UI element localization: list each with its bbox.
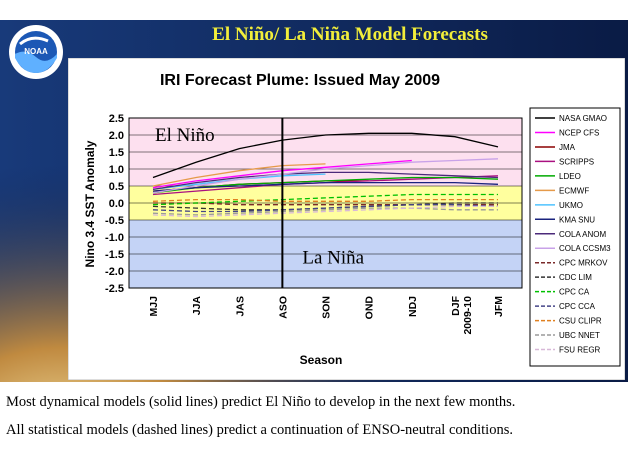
y-tick-label: -1.5: [105, 249, 124, 261]
legend-entry: ECMWF: [559, 186, 589, 195]
legend-entry: COLA ANOM: [559, 230, 606, 239]
series-line: [152, 205, 498, 218]
y-tick-label: 1.5: [109, 147, 124, 159]
legend-entry: SCRIPPS: [559, 157, 594, 166]
series-line: [152, 171, 499, 191]
y-axis-label: Nino 3.4 SST Anomaly: [83, 140, 97, 267]
slide-title: El Niño/ La Niña Model Forecasts: [212, 24, 488, 45]
noaa-logo-text: NOAA: [24, 47, 48, 56]
x-tick-label: ASO: [277, 296, 289, 319]
y-tick-label: -2.0: [105, 266, 124, 278]
legend-entry: JMA: [559, 143, 576, 152]
y-tick-label: 0.5: [109, 181, 124, 193]
x-axis-label: Season: [300, 353, 343, 367]
y-tick-label: 2.0: [109, 130, 124, 142]
chart-title: IRI Forecast Plume: Issued May 2009: [160, 72, 440, 89]
y-tick-label: -2.5: [105, 283, 124, 295]
legend-box: [529, 107, 621, 367]
series-line: [152, 158, 499, 194]
legend-entry: FSU REGR: [559, 346, 601, 355]
x-tick-label: JJA: [191, 296, 203, 316]
x-tick-label: MJJ: [148, 296, 160, 317]
chart-panel: IRI Forecast Plume: Issued May 2009 2.5 2…: [68, 58, 625, 380]
series-line: [152, 193, 498, 206]
legend-entry: CPC MRKOV: [559, 259, 608, 268]
legend-entry: NCEP CFS: [559, 128, 599, 137]
legend-entry: KMA SNU: [559, 215, 595, 224]
legend-entry: CPC CA: [559, 288, 590, 297]
x-tick-label: NDJ: [407, 296, 419, 317]
el-nino-label: El Niño: [155, 125, 215, 146]
x-tick-label: OND: [364, 296, 376, 320]
caption-line-1: Most dynamical models (solid lines) pred…: [6, 394, 516, 410]
y-tick-label: -0.5: [105, 215, 124, 227]
legend-entry: LDEO: [559, 172, 581, 181]
legend-entry: NASA GMAO: [559, 114, 607, 123]
series-line: [152, 198, 498, 202]
noaa-logo: NOAA: [9, 25, 63, 79]
y-tick-label: 1.0: [109, 164, 124, 176]
plot-frame: [128, 117, 523, 289]
y-tick-label: -1.0: [105, 232, 124, 244]
series-line: [153, 202, 498, 206]
x-tick-label: JAS: [234, 296, 246, 316]
y-tick-label: 0.0: [109, 198, 124, 210]
x-tick-label: SON: [321, 296, 333, 319]
series-line: [152, 163, 326, 187]
x-tick-label: 2009-10: [462, 296, 474, 335]
legend-entry: CSU CLIPR: [559, 317, 602, 326]
legend-entry: CPC CCA: [559, 302, 596, 311]
x-tick-label: DJF: [450, 295, 462, 315]
series-line: [152, 132, 499, 179]
y-tick-label: 2.5: [109, 113, 124, 125]
la-nina-label: La Niña: [302, 247, 364, 268]
series-line: [152, 181, 499, 192]
series-line: [152, 207, 498, 216]
legend-entry: UKMO: [559, 201, 583, 210]
caption-box: Most dynamical models (solid lines) pred…: [0, 382, 628, 470]
legend-entry: CDC LIM: [559, 273, 592, 282]
x-tick-label: JFM: [493, 296, 505, 317]
legend-entry: UBC NNET: [559, 331, 600, 340]
series-line: [152, 204, 499, 213]
caption-line-2: All statistical models (dashed lines) pr…: [6, 422, 513, 438]
legend-entry: COLA CCSM3: [559, 244, 611, 253]
forecast-plume-chart: IRI Forecast Plume: Issued May 2009 2.5 2…: [68, 58, 625, 380]
